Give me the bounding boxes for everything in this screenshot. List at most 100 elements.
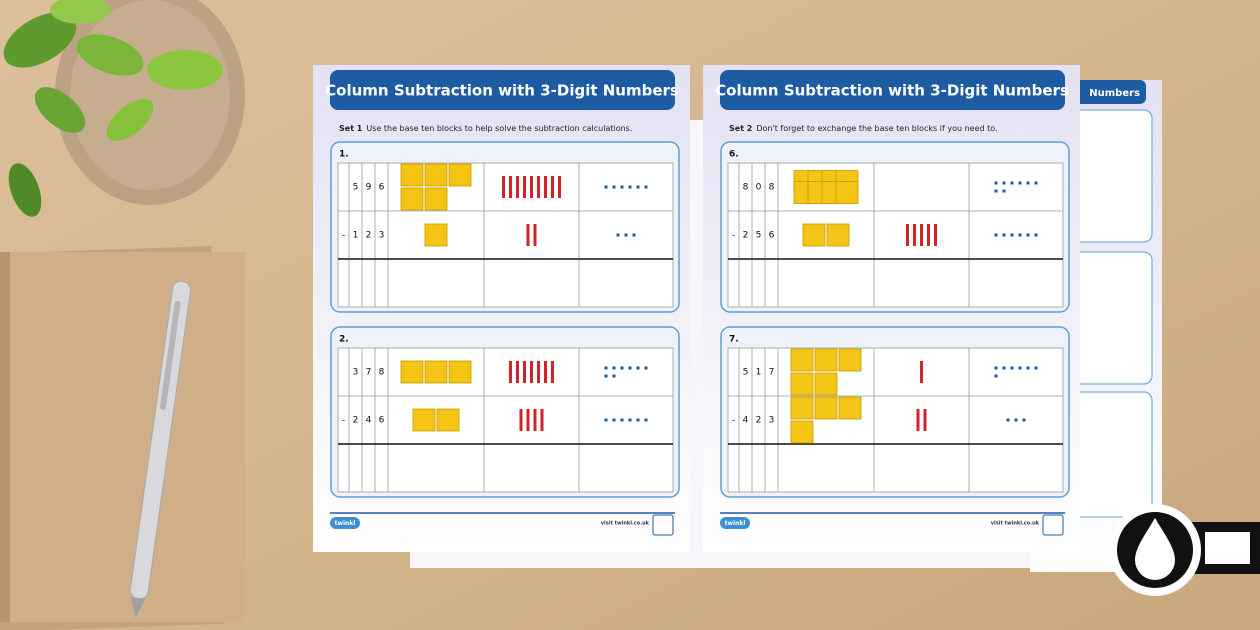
ten-rod	[509, 176, 512, 198]
one-cube	[604, 185, 608, 189]
footer-url: visit twinkl.co.uk	[991, 521, 1040, 527]
one-cube	[628, 185, 632, 189]
digit: 6	[769, 231, 775, 241]
ten-rod	[537, 361, 540, 383]
one-cube	[1026, 366, 1030, 370]
digit: 5	[756, 231, 762, 241]
one-cube	[616, 233, 620, 237]
problem-number: 7.	[729, 335, 739, 345]
ten-rod	[526, 409, 530, 431]
worksheets: Column Subtraction with 3-Digit Numbers S…	[313, 65, 1080, 552]
one-cube	[1018, 181, 1022, 185]
hundred-block	[424, 187, 448, 211]
ten-rod	[516, 176, 519, 198]
logo: twinkl	[725, 520, 746, 527]
ten-rod	[906, 224, 909, 246]
one-cube	[604, 418, 608, 422]
problem-number: 6.	[729, 150, 739, 160]
worksheet: Column Subtraction with 3-Digit Numbers S…	[703, 65, 1080, 552]
minus-sign: -	[342, 231, 345, 241]
one-cube	[994, 189, 998, 193]
one-cube	[624, 233, 628, 237]
logo-badge	[720, 517, 750, 529]
digit: 1	[353, 231, 359, 241]
ten-rod	[516, 361, 519, 383]
one-cube	[628, 366, 632, 370]
digit: 6	[379, 416, 385, 426]
digit: 7	[769, 368, 775, 378]
one-cube	[620, 418, 624, 422]
one-cube	[612, 374, 616, 378]
hundred-block	[790, 372, 814, 396]
one-cube	[628, 418, 632, 422]
ten-rod	[934, 224, 937, 246]
set-label: Set 2	[729, 124, 752, 133]
one-cube	[612, 366, 616, 370]
one-cube	[612, 185, 616, 189]
ten-rod	[537, 176, 540, 198]
one-cube	[1002, 189, 1006, 193]
one-cube	[636, 185, 640, 189]
hundred-block	[400, 360, 424, 384]
table	[727, 162, 1064, 308]
ten-rod	[916, 409, 920, 431]
digit: 8	[769, 183, 775, 193]
ten-rod	[927, 224, 930, 246]
set-label: Set 1	[339, 124, 363, 133]
logo: twinkl	[335, 520, 356, 527]
one-cube	[636, 418, 640, 422]
hundred-block	[802, 223, 826, 247]
table	[337, 347, 674, 493]
one-cube	[1018, 233, 1022, 237]
digit: 6	[379, 183, 385, 193]
one-cube	[644, 185, 648, 189]
digit: 2	[756, 416, 762, 426]
digit: 3	[379, 231, 385, 241]
ten-rod	[540, 409, 544, 431]
ten-rod	[920, 224, 923, 246]
minus-sign: -	[732, 416, 735, 426]
digit: 2	[743, 231, 749, 241]
hundred-block	[424, 360, 448, 384]
one-cube	[994, 181, 998, 185]
ten-rod	[923, 409, 927, 431]
hundred-block	[790, 420, 814, 444]
sheet-title: Column Subtraction with 3-Digit Numbers	[325, 82, 679, 100]
ten-rod	[519, 409, 523, 431]
hundred-block	[790, 348, 814, 372]
digit: 5	[743, 368, 749, 378]
instruction: Set 2 Don't forget to exchange the base t…	[729, 124, 998, 133]
ten-rod	[526, 224, 530, 246]
ten-rod	[533, 224, 537, 246]
worksheet: Column Subtraction with 3-Digit Numbers S…	[313, 65, 690, 552]
one-cube	[1010, 181, 1014, 185]
one-cube	[1034, 366, 1038, 370]
ten-rod	[920, 361, 923, 383]
title-bar	[330, 70, 675, 110]
one-cube	[1006, 418, 1010, 422]
one-cube	[1026, 181, 1030, 185]
hundred-block	[448, 163, 472, 187]
instruction-text: Use the base ten blocks to help solve th…	[366, 124, 632, 133]
hundred-block	[835, 181, 859, 204]
one-cube	[612, 418, 616, 422]
one-cube	[1002, 233, 1006, 237]
digit: 2	[353, 416, 359, 426]
footer-badge	[652, 514, 674, 536]
logo-badge	[330, 517, 360, 529]
hundred-block	[412, 408, 436, 432]
ten-rod	[523, 361, 526, 383]
problem-number: 1.	[339, 150, 349, 160]
one-cube	[620, 185, 624, 189]
one-cube	[620, 366, 624, 370]
one-cube	[644, 366, 648, 370]
ten-rod	[551, 361, 554, 383]
digit: 2	[366, 231, 372, 241]
one-cube	[994, 233, 998, 237]
hundred-block	[814, 396, 838, 420]
one-cube	[1022, 418, 1026, 422]
digit: 7	[366, 368, 372, 378]
digit: 9	[366, 183, 372, 193]
one-cube	[636, 366, 640, 370]
digit: 4	[743, 416, 749, 426]
